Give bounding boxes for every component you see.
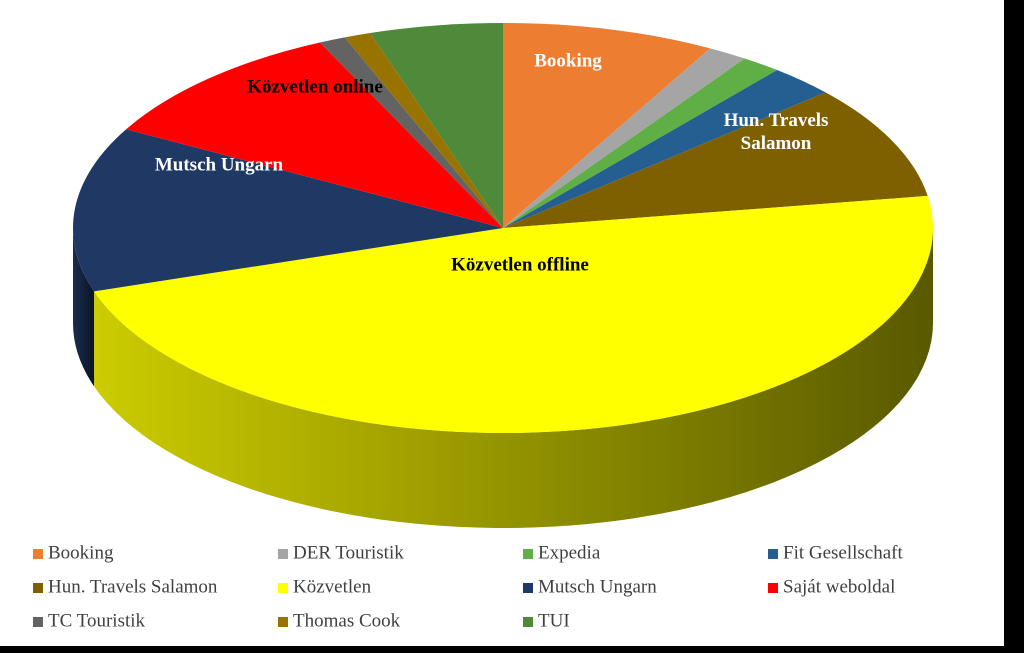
pie-slice [503,70,826,228]
legend-label: Booking [48,542,114,563]
pie-slice [503,58,778,228]
legend-swatch [278,583,288,593]
legend-swatch [278,549,288,559]
legend-label: Expedia [538,542,601,563]
legend-swatch [523,583,533,593]
pie-slice [503,92,928,229]
data-label: Közvetlen offline [451,254,589,275]
legend-swatch [523,549,533,559]
legend-swatch [33,617,43,627]
pie-slice [94,195,933,433]
pie-slice [126,42,504,229]
legend-label: DER Touristik [293,542,404,563]
legend-label: TC Touristik [48,610,146,631]
pie-slice [503,48,745,228]
legend-label: Közvetlen [293,576,372,597]
data-label: Mutsch Ungarn [155,154,284,175]
data-label: Booking [534,50,602,71]
data-label: Közvetlen online [247,76,383,97]
legend-label: Mutsch Ungarn [538,576,657,597]
legend-swatch [523,617,533,627]
pie-slice [344,33,503,228]
pie-slice [503,23,711,228]
data-label: Salamon [741,133,812,154]
legend-swatch [278,617,288,627]
legend-swatch [33,583,43,593]
legend-label: Saját weboldal [783,576,895,597]
legend-swatch [768,549,778,559]
legend-label: Thomas Cook [293,610,401,631]
pie-slice [319,37,503,229]
data-label: Hun. Travels [724,110,829,131]
legend-label: Fit Gesellschaft [783,542,904,563]
pie-slice [73,129,504,292]
legend-label: TUI [538,610,570,631]
pie-side [94,228,933,528]
legend-swatch [768,583,778,593]
legend-label: Hun. Travels Salamon [48,576,218,597]
legend-swatch [33,549,43,559]
pie-slice [370,23,503,228]
pie-side [73,228,95,387]
